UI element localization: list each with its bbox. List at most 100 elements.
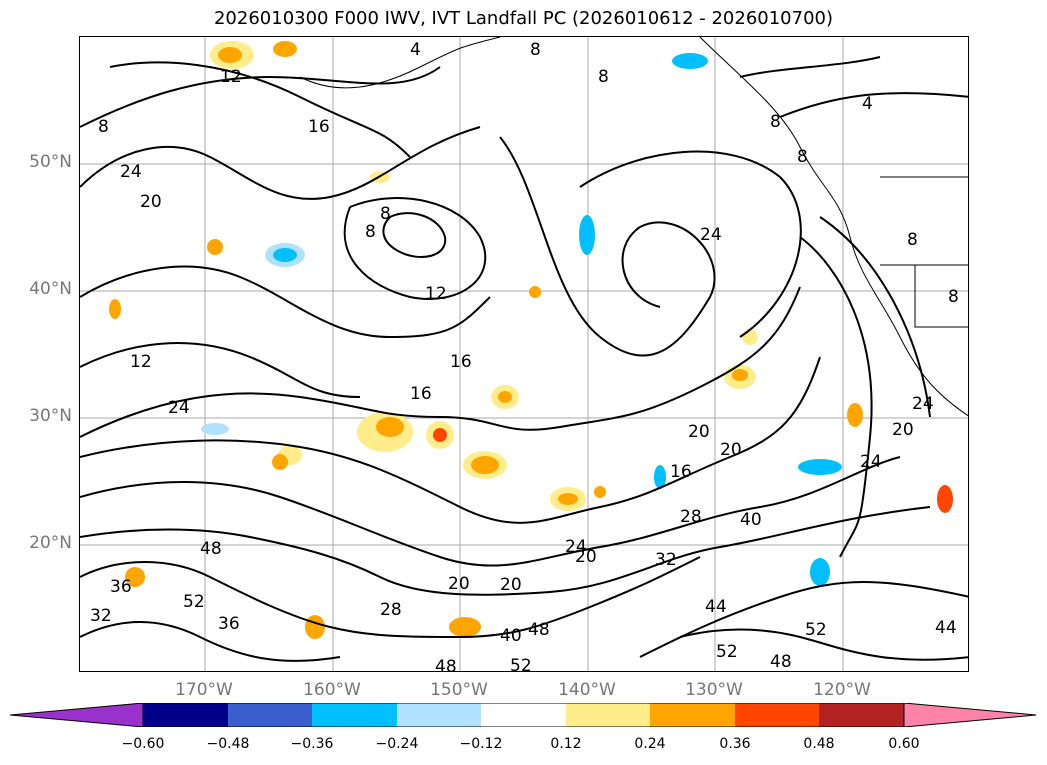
contour-line [80,126,481,200]
shade-blob [449,617,481,637]
contour-label: 28 [680,507,702,527]
contour-label: 12 [220,67,242,87]
contour-line [639,581,968,658]
colorbar-bin [312,703,397,727]
colorbar-tick: 0.60 [888,736,920,752]
shade-blob [305,615,325,639]
colorbar-bin [143,703,228,727]
colorbar-extend-left [10,703,144,727]
shade-blob [742,329,758,345]
pc-shading [109,41,953,639]
contour-line [80,456,901,567]
contour-line [80,621,341,662]
contour-line [343,197,487,300]
lon-label-140w: 140°W [558,680,616,700]
shade-blob [937,485,953,513]
shade-blob [273,248,297,262]
contour-line [109,61,411,158]
contour-label: 8 [907,230,918,250]
contour-line [80,506,931,596]
contour-label: 36 [110,577,132,597]
contour-label: 48 [435,657,457,672]
lon-label-130w: 130°W [685,680,743,700]
contour-label: 52 [716,642,738,662]
colorbar-tick: −0.36 [290,736,334,752]
contour-label: 36 [218,614,240,634]
shade-blob [847,403,863,427]
contour-label: 48 [200,539,222,559]
colorbar-tick: 0.24 [634,736,666,752]
shade-blob [272,454,288,470]
colorbar-tick: 0.36 [719,736,751,752]
contour-line [579,150,802,338]
colorbar-bin [735,703,819,727]
state-border [914,265,968,328]
colorbar-bin [650,703,735,727]
shade-blob [471,456,499,474]
iwv-contours [80,56,968,662]
contour-label: 16 [450,352,472,372]
shade-blob [273,41,297,57]
contour-line [80,342,361,398]
contour-label: 12 [130,352,152,372]
contour-line [382,212,447,258]
lat-label-50n: 50°N [29,152,72,172]
colorbar-extend-right [903,703,1037,727]
contour-label: 8 [98,117,109,137]
contour-label: 52 [510,656,532,672]
shade-blob [732,369,748,381]
contour-line [819,216,931,418]
coast-west-na [699,37,968,417]
contour-label: 52 [183,592,205,612]
colorbar-bin [397,703,481,727]
lat-label-30n: 30°N [29,406,72,426]
shade-blob [529,286,541,298]
contour-label: 48 [770,652,792,672]
contour-label: 40 [500,626,522,646]
colorbar-bin [481,703,566,727]
graticule [80,37,968,671]
contour-label: 16 [670,462,692,482]
shade-blob [498,391,512,403]
contour-label: 20 [448,574,470,594]
contour-label: 8 [797,147,808,167]
shade-blob [594,486,606,498]
contour-label: 48 [528,620,550,640]
contour-label-layer: 4 4 8 8 8 8 8 8 8 8 8 12 12 12 16 16 16 … [90,40,959,672]
contour-label: 8 [530,40,541,60]
shade-blob [125,567,145,587]
map-title: 2026010300 F000 IWV, IVT Landfall PC (20… [213,8,834,29]
shade-blob [109,299,121,319]
contour-label: 8 [948,287,959,307]
contour-label: 24 [700,225,722,245]
map-canvas: 4 4 8 8 8 8 8 8 8 8 8 12 12 12 16 16 16 … [80,37,968,672]
contour-line [80,66,441,128]
shade-blob [798,459,842,475]
colorbar-bin [819,703,904,727]
contour-label: 20 [720,440,742,460]
contour-label: 16 [308,117,330,137]
contour-line [779,92,968,118]
shade-blob [433,428,447,442]
contour-label: 24 [912,394,934,414]
lon-label-170w: 170°W [175,680,233,700]
lat-label-40n: 40°N [29,279,72,299]
contour-label: 4 [410,40,421,60]
map-panel: 4 4 8 8 8 8 8 8 8 8 8 12 12 12 16 16 16 … [79,36,969,672]
contour-label: 24 [860,452,882,472]
lat-label-20n: 20°N [29,533,72,553]
contour-line [80,556,701,639]
contour-label: 52 [805,620,827,640]
colorbar [10,703,1037,727]
colorbar-tick: −0.24 [375,736,419,752]
colorbar-bin [228,703,312,727]
shade-blob [201,423,229,435]
contour-line [80,356,821,524]
shade-blob [376,417,404,437]
contour-label: 40 [740,510,762,530]
contour-label: 24 [565,537,587,557]
contour-label: 32 [655,550,677,570]
contour-label: 20 [688,422,710,442]
colorbar-tick: 0.48 [803,736,835,752]
contour-line [799,236,873,558]
